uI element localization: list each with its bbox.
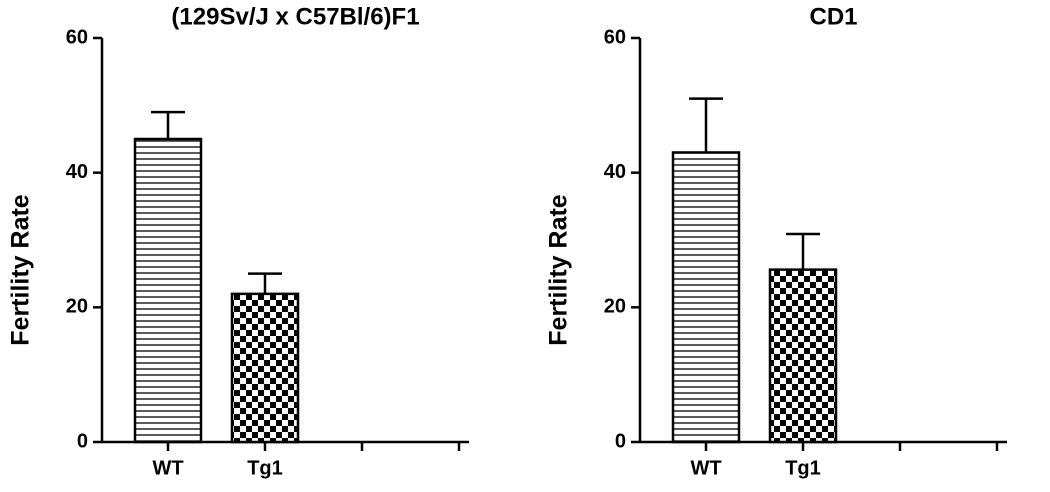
y-tick-label: 60 xyxy=(66,26,88,48)
y-axis-label: Fertility Rate xyxy=(545,194,573,346)
y-tick-label: 0 xyxy=(615,430,626,452)
x-tick-label: WT xyxy=(690,457,721,479)
y-axis-label: Fertility Rate xyxy=(7,194,35,346)
y-tick-label: 0 xyxy=(77,430,88,452)
y-tick-label: 40 xyxy=(604,161,626,183)
y-tick-label: 40 xyxy=(66,161,88,183)
x-tick-label: Tg1 xyxy=(785,457,821,479)
x-tick-label: WT xyxy=(152,457,183,479)
bar xyxy=(671,151,741,444)
bar xyxy=(230,292,300,444)
y-tick-label: 60 xyxy=(604,26,626,48)
bar xyxy=(768,268,838,444)
chart-title: CD1 xyxy=(809,3,857,30)
x-tick-label: Tg1 xyxy=(247,457,283,479)
y-tick-label: 20 xyxy=(66,296,88,318)
chart-title: (129Sv/J x C57Bl/6)F1 xyxy=(171,3,419,30)
y-tick-label: 20 xyxy=(604,296,626,318)
bar xyxy=(133,137,203,444)
